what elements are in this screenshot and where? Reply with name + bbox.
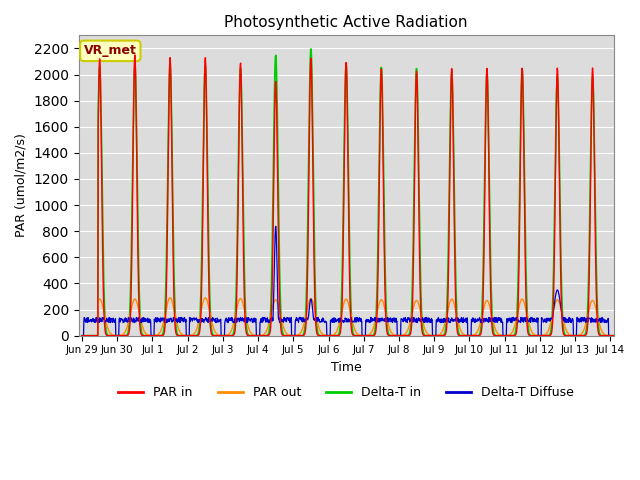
Text: VR_met: VR_met xyxy=(84,44,137,57)
Legend: PAR in, PAR out, Delta-T in, Delta-T Diffuse: PAR in, PAR out, Delta-T in, Delta-T Dif… xyxy=(113,382,579,405)
Y-axis label: PAR (umol/m2/s): PAR (umol/m2/s) xyxy=(15,133,28,238)
Title: Photosynthetic Active Radiation: Photosynthetic Active Radiation xyxy=(225,15,468,30)
X-axis label: Time: Time xyxy=(331,361,362,374)
